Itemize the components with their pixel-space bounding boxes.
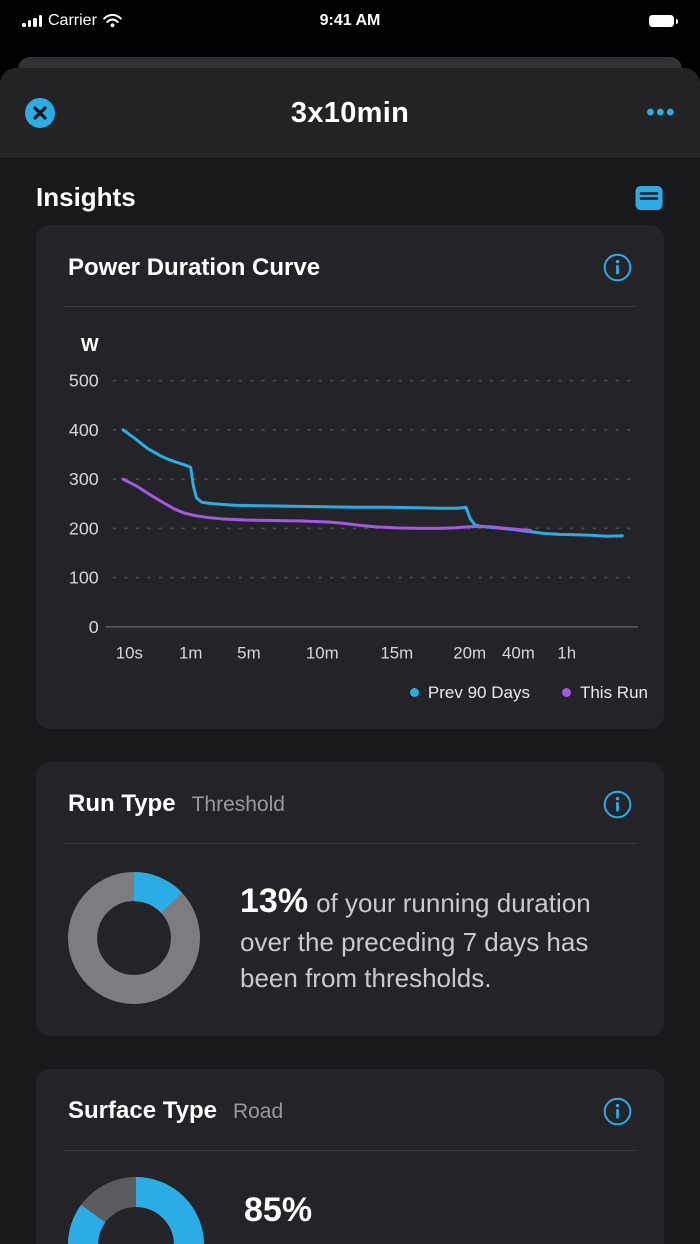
card-title: Run Type bbox=[68, 790, 176, 818]
info-icon bbox=[603, 1097, 632, 1125]
svg-text:5m: 5m bbox=[237, 644, 260, 663]
svg-text:1h: 1h bbox=[557, 644, 576, 663]
legend-label: This Run bbox=[579, 682, 648, 702]
chart-legend: Prev 90 Days This Run bbox=[36, 669, 664, 729]
card-subtitle: Road bbox=[232, 1100, 284, 1124]
run-type-donut-chart bbox=[68, 871, 200, 1004]
legend-item-prev-90-days: Prev 90 Days bbox=[409, 682, 530, 703]
svg-text:300: 300 bbox=[69, 469, 99, 489]
insights-journal-button[interactable] bbox=[634, 184, 664, 212]
card-title: Power Duration Curve bbox=[68, 253, 321, 281]
wifi-icon bbox=[103, 14, 122, 28]
info-button[interactable] bbox=[603, 790, 632, 819]
legend-dot-purple bbox=[561, 688, 571, 698]
info-button[interactable] bbox=[603, 1097, 632, 1126]
svg-text:10m: 10m bbox=[306, 644, 339, 663]
run-type-percent: 13% bbox=[240, 882, 309, 921]
power-duration-chart-svg: 0 100 200 300 400 500 W 10s 1m 5m 10m 15m 20m 40m 1h bbox=[69, 334, 639, 663]
run-type-description: of your running duration over the preced… bbox=[240, 888, 591, 994]
power-duration-chart: 0 100 200 300 400 500 W 10s 1m 5m 10m 15m 20m 40m 1h bbox=[36, 307, 664, 669]
card-subtitle: Threshold bbox=[191, 793, 285, 817]
workout-detail-sheet: 3x10min ••• Insights Power Duration Curv… bbox=[0, 68, 700, 1244]
battery-icon bbox=[649, 15, 678, 27]
status-bar: Carrier 9:41 AM bbox=[0, 0, 700, 40]
info-icon bbox=[603, 790, 632, 818]
surface-type-summary: 85% bbox=[244, 1187, 320, 1234]
svg-text:400: 400 bbox=[69, 420, 99, 440]
surface-type-percent: 85% bbox=[244, 1190, 313, 1229]
sheet-title: 3x10min bbox=[290, 96, 410, 129]
info-button[interactable] bbox=[603, 253, 632, 282]
run-type-card: Run Type Threshold 13% of your running du… bbox=[36, 761, 664, 1036]
svg-text:200: 200 bbox=[69, 518, 99, 538]
legend-label: Prev 90 Days bbox=[427, 682, 530, 702]
svg-text:15m: 15m bbox=[380, 644, 413, 663]
sheet-header: 3x10min ••• bbox=[0, 68, 700, 158]
svg-text:500: 500 bbox=[69, 371, 99, 391]
surface-type-card: Surface Type Road 85% bbox=[36, 1068, 664, 1244]
info-icon bbox=[603, 253, 632, 282]
svg-text:1m: 1m bbox=[179, 644, 202, 663]
svg-text:20m: 20m bbox=[453, 644, 486, 663]
carrier-label: Carrier bbox=[48, 12, 97, 29]
close-icon bbox=[25, 98, 55, 128]
svg-text:10s: 10s bbox=[116, 644, 143, 663]
card-title: Surface Type bbox=[68, 1097, 217, 1125]
svg-text:0: 0 bbox=[89, 617, 99, 637]
svg-text:40m: 40m bbox=[502, 644, 535, 663]
legend-dot-blue bbox=[409, 688, 419, 698]
insights-heading: Insights bbox=[36, 182, 136, 212]
run-type-summary: 13% of your running duration over the pre… bbox=[240, 878, 632, 997]
signal-strength-icon bbox=[22, 15, 42, 27]
journal-icon bbox=[635, 185, 663, 210]
surface-type-donut-chart bbox=[68, 1176, 204, 1244]
legend-item-this-run: This Run bbox=[561, 682, 648, 703]
power-duration-card: Power Duration Curve 0 100 200 300 400 500 W 10… bbox=[36, 225, 664, 729]
more-options-button[interactable]: ••• bbox=[646, 99, 676, 126]
svg-text:100: 100 bbox=[69, 568, 99, 588]
svg-text:W: W bbox=[81, 334, 99, 355]
close-button[interactable] bbox=[24, 97, 56, 129]
